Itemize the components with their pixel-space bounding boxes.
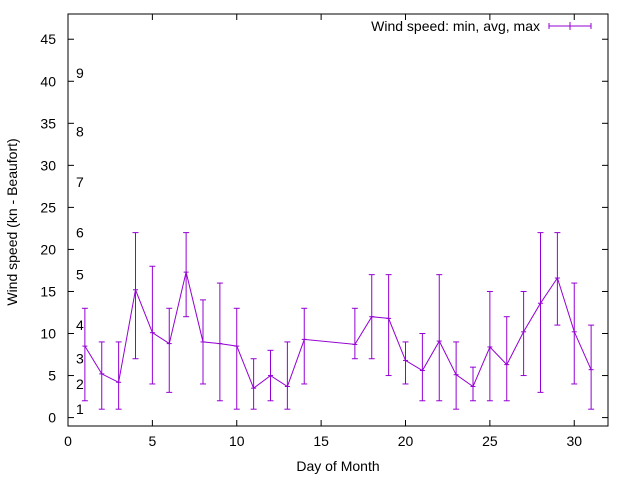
data-point xyxy=(368,274,375,360)
series-line xyxy=(84,271,592,389)
beaufort-label: 1 xyxy=(76,401,84,417)
data-point xyxy=(81,307,88,402)
data-point xyxy=(98,341,105,410)
y-tick-label: 0 xyxy=(48,410,56,426)
data-point xyxy=(115,341,122,410)
beaufort-label: 9 xyxy=(76,65,84,81)
data-point xyxy=(520,290,527,377)
data-point xyxy=(183,232,190,318)
x-tick-label: 5 xyxy=(148,433,156,449)
data-point xyxy=(301,307,308,385)
beaufort-label: 7 xyxy=(76,174,84,190)
data-point xyxy=(149,265,156,385)
beaufort-label: 6 xyxy=(76,225,84,241)
legend: Wind speed: min, avg, max xyxy=(371,18,592,34)
beaufort-label: 8 xyxy=(76,124,84,140)
y-tick-label: 35 xyxy=(40,115,56,131)
beaufort-label: 3 xyxy=(76,351,84,367)
beaufort-label: 2 xyxy=(76,376,84,392)
data-point xyxy=(216,282,223,402)
x-axis-label: Day of Month xyxy=(296,458,379,474)
y-tick-label: 20 xyxy=(40,241,56,257)
data-point xyxy=(233,307,240,410)
y-tick-label: 25 xyxy=(40,199,56,215)
y-axis-label: Wind speed (kn - Beaufort) xyxy=(4,138,20,305)
y-tick-label: 45 xyxy=(40,31,56,47)
data-point xyxy=(267,349,274,402)
y-tick-label: 15 xyxy=(40,283,56,299)
x-tick-label: 25 xyxy=(482,433,498,449)
x-tick-label: 15 xyxy=(313,433,329,449)
data-point xyxy=(200,299,206,385)
data-point xyxy=(385,274,392,377)
data-point xyxy=(351,307,358,360)
data-layer xyxy=(81,232,595,410)
data-point xyxy=(453,341,460,410)
y-tick-label: 5 xyxy=(48,368,56,384)
data-point xyxy=(436,274,443,402)
data-point xyxy=(537,232,544,393)
beaufort-label: 5 xyxy=(76,267,84,283)
x-tick-label: 30 xyxy=(566,433,582,449)
data-point xyxy=(486,290,493,402)
data-point xyxy=(571,282,578,385)
data-point xyxy=(132,232,139,360)
beaufort-label: 4 xyxy=(76,317,84,333)
data-point xyxy=(588,324,595,410)
y-tick-label: 10 xyxy=(40,326,56,342)
data-point xyxy=(470,366,476,402)
y-tick-label: 40 xyxy=(40,73,56,89)
x-tick-label: 0 xyxy=(64,433,72,449)
data-point xyxy=(166,307,173,393)
data-point xyxy=(554,232,561,326)
beaufort-labels: 1 2 3 4 5 6 7 8 9 xyxy=(76,65,84,417)
data-point xyxy=(250,358,257,410)
data-point xyxy=(503,316,510,402)
data-point xyxy=(284,341,291,410)
data-point xyxy=(402,341,409,385)
x-tick-label: 10 xyxy=(229,433,245,449)
x-tick-label: 20 xyxy=(398,433,414,449)
legend-label: Wind speed: min, avg, max xyxy=(371,18,540,34)
y-tick-label: 30 xyxy=(40,157,56,173)
data-point xyxy=(419,333,426,402)
plot-border xyxy=(67,13,609,427)
